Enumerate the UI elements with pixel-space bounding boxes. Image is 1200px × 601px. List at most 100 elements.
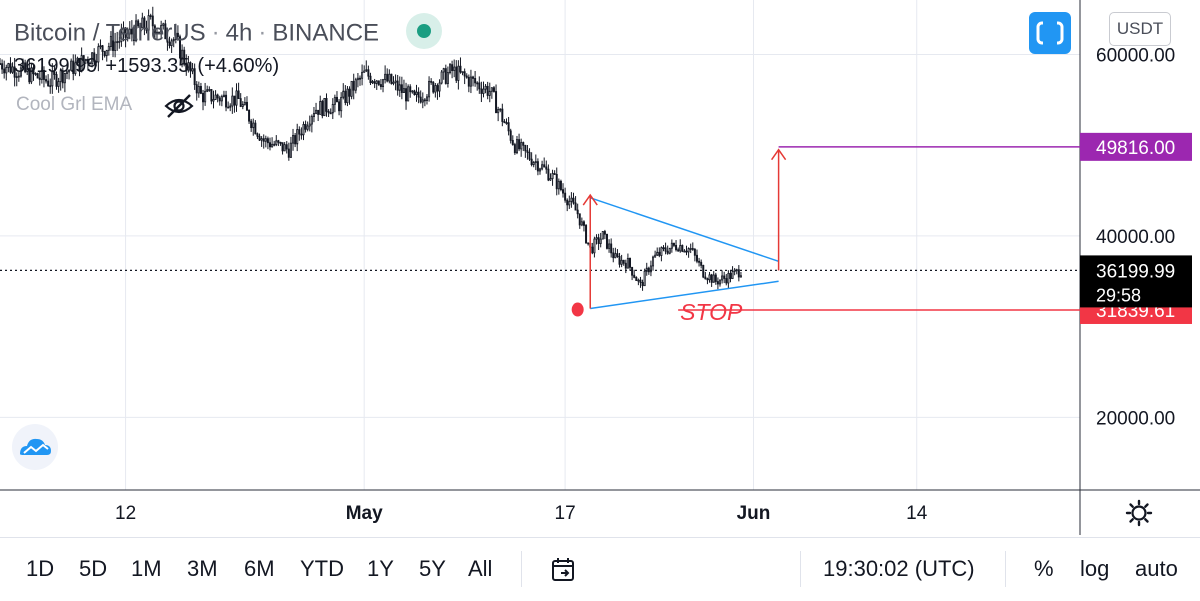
candle-body — [105, 49, 108, 57]
range-3m[interactable]: 3M — [187, 556, 218, 581]
currency-button[interactable]: USDT — [1109, 12, 1171, 46]
candle-body — [518, 139, 521, 150]
range-6m[interactable]: 6M — [244, 556, 275, 581]
x-tick-label: May — [346, 503, 383, 524]
candle-body — [536, 161, 539, 172]
candle-body — [413, 90, 416, 95]
candle-body — [195, 84, 198, 94]
auto-scale-toggle[interactable]: auto — [1135, 556, 1178, 581]
gear-icon[interactable] — [1125, 499, 1153, 527]
candle-body — [603, 231, 606, 235]
candle-body — [189, 62, 192, 72]
candle-body — [739, 275, 742, 278]
candle-body — [283, 144, 286, 152]
range-1y[interactable]: 1Y — [367, 556, 394, 581]
candle-body — [641, 282, 644, 287]
utc-clock[interactable]: 19:30:02 (UTC) — [823, 556, 975, 581]
candle-body — [72, 60, 75, 74]
range-1d[interactable]: 1D — [26, 556, 55, 581]
candle-body — [321, 101, 324, 117]
candle-body — [729, 272, 732, 279]
candle-body — [166, 38, 169, 43]
eye-off-icon[interactable] — [164, 92, 194, 120]
candle-body — [505, 122, 508, 125]
candle-body — [222, 94, 225, 97]
y-tick-label: 40000.00 — [1096, 227, 1175, 248]
candle-body — [451, 64, 454, 71]
indicator-legend[interactable]: Cool Grl EMA — [16, 94, 133, 115]
log-scale-toggle[interactable]: log — [1080, 556, 1110, 581]
candle-body — [706, 278, 709, 281]
candle-body — [273, 143, 276, 146]
x-tick-label: 12 — [115, 503, 136, 524]
candle-body — [310, 116, 313, 125]
candle-body — [139, 25, 142, 29]
candle-body — [612, 252, 615, 259]
candle-body — [392, 81, 395, 84]
candle-body — [695, 254, 698, 262]
candle-body — [601, 231, 604, 240]
candle-body — [465, 75, 468, 78]
range-5y[interactable]: 5Y — [419, 556, 446, 581]
candle-body — [599, 238, 602, 244]
range-1m[interactable]: 1M — [131, 556, 162, 581]
candle-body — [312, 112, 315, 117]
candle-body — [689, 248, 692, 250]
candle-body — [183, 49, 186, 64]
candle-body — [235, 90, 238, 106]
candle-body — [112, 35, 115, 51]
candle-body — [379, 84, 382, 88]
candle-body — [260, 138, 263, 141]
candle-body — [576, 209, 579, 215]
fullscreen-button[interactable] — [1029, 12, 1071, 54]
market-status-indicator[interactable] — [405, 13, 442, 49]
candle-body — [57, 81, 60, 87]
candle-body — [298, 129, 301, 135]
candle-body — [0, 63, 2, 65]
candle-body — [430, 80, 433, 83]
candle-body — [97, 46, 100, 63]
candle-body — [95, 60, 98, 63]
candle-body — [670, 242, 673, 249]
candle-body — [428, 80, 431, 98]
candle-body — [147, 15, 150, 31]
candle-body — [549, 178, 552, 181]
candle-body — [469, 76, 472, 87]
candle-body — [716, 281, 719, 285]
candle-body — [407, 86, 410, 102]
candle-body — [683, 250, 686, 253]
range-all[interactable]: All — [468, 556, 493, 581]
percent-scale-toggle[interactable]: % — [1034, 556, 1054, 581]
candle-body — [511, 140, 514, 145]
range-ytd[interactable]: YTD — [300, 556, 344, 581]
calendar-icon[interactable] — [550, 556, 578, 584]
candle-body — [323, 98, 326, 117]
candle-body — [42, 69, 45, 80]
candle-body — [216, 94, 219, 99]
candle-body — [425, 96, 428, 101]
price-chart[interactable]: 60000.00 40000.00 20000.00 12 May 17 Jun 14 4981… — [0, 0, 1200, 535]
interval-label[interactable]: 4h — [225, 19, 253, 47]
candle-body — [13, 66, 16, 78]
candle-body — [375, 80, 378, 84]
candle-body — [296, 129, 299, 145]
candle-body — [551, 173, 554, 179]
y-tick-label: 20000.00 — [1096, 408, 1175, 429]
symbol-pair[interactable]: Bitcoin / TetherUS — [14, 19, 206, 47]
candle-body — [398, 84, 401, 91]
range-5d[interactable]: 5D — [79, 556, 108, 581]
candle-body — [239, 98, 242, 107]
candle-body — [172, 39, 175, 42]
x-tick-label: 14 — [906, 503, 928, 524]
candle-body — [618, 256, 621, 265]
tradingview-logo-button[interactable] — [12, 424, 58, 470]
candle-body — [327, 110, 330, 114]
candle-body — [704, 276, 707, 280]
candle-body — [591, 246, 594, 254]
candle-body — [346, 88, 349, 103]
candle-body — [245, 101, 248, 111]
candle-body — [279, 141, 282, 144]
candle-body — [545, 166, 548, 170]
candle-body — [122, 27, 125, 34]
candle-body — [455, 66, 458, 81]
